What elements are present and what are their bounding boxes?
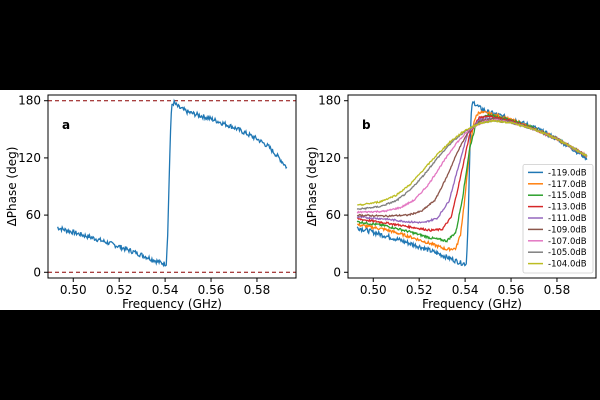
- panel-a: 0.50 0.52 0.54 0.56 0.58 0 60 120 180 a Frequen…: [5, 94, 297, 310]
- y-ticks: 0 60 120 180: [18, 94, 48, 279]
- x-axis-label: Frequency (GHz): [422, 297, 522, 310]
- y-tick-label: 0: [33, 265, 41, 279]
- x-ticks: 0.50 0.52 0.54 0.56 0.58: [360, 278, 570, 297]
- y-axis-label: ΔPhase (deg): [305, 147, 319, 227]
- plot-frame: [47, 94, 297, 279]
- panel-letter: a: [62, 118, 70, 132]
- figure-canvas: 0.50 0.52 0.54 0.56 0.58 0 60 120 180 a Frequen…: [5, 94, 597, 310]
- y-axis-label: ΔPhase (deg): [5, 147, 19, 227]
- panel-b: 0.50 0.52 0.54 0.56 0.58 0 60 120 180 b Frequen…: [305, 94, 597, 310]
- x-tick-label: 0.58: [244, 283, 271, 297]
- series-layer: [57, 98, 288, 268]
- x-tick-label: 0.58: [544, 283, 571, 297]
- legend-entry: -104.0dB: [548, 260, 587, 270]
- series-layer: [356, 100, 588, 267]
- legend-entry: -119.0dB: [548, 168, 587, 178]
- legend-entry: -115.0dB: [548, 191, 587, 201]
- legend-entry: -111.0dB: [548, 214, 587, 224]
- x-tick-label: 0.54: [152, 283, 179, 297]
- x-tick-label: 0.52: [106, 283, 133, 297]
- legend-box: [522, 164, 594, 274]
- x-tick-label: 0.54: [452, 283, 479, 297]
- y-tick-label: 180: [18, 94, 41, 108]
- legend-entry: -109.0dB: [548, 225, 587, 235]
- y-tick-label: 180: [318, 94, 341, 108]
- figure: 0.50 0.52 0.54 0.56 0.58 0 60 120 180 a Frequen…: [0, 90, 600, 310]
- plot-frame: [347, 94, 597, 279]
- panel-letter: b: [362, 118, 371, 132]
- legend-entry: -117.0dB: [548, 180, 587, 190]
- x-tick-label: 0.56: [198, 283, 225, 297]
- y-tick-label: 0: [333, 265, 341, 279]
- y-ticks: 0 60 120 180: [318, 94, 348, 279]
- legend: -119.0dB -117.0dB-115.0dB -113.0dB-111.0dB…: [522, 164, 594, 274]
- y-tick-label: 60: [326, 208, 341, 222]
- series-line: [57, 98, 288, 268]
- y-tick-label: 120: [18, 151, 41, 165]
- y-tick-label: 120: [318, 151, 341, 165]
- reference-lines: [48, 100, 296, 273]
- x-ticks: 0.50 0.52 0.54 0.56 0.58: [60, 278, 270, 297]
- x-tick-label: 0.50: [360, 283, 387, 297]
- x-tick-label: 0.56: [498, 283, 525, 297]
- series-line: [357, 119, 588, 207]
- legend-entry: -107.0dB: [548, 237, 587, 247]
- legend-entry: -113.0dB: [548, 203, 587, 213]
- x-tick-label: 0.50: [60, 283, 87, 297]
- legend-entry: -105.0dB: [548, 248, 587, 258]
- y-tick-label: 60: [26, 208, 41, 222]
- x-axis-label: Frequency (GHz): [122, 297, 222, 310]
- x-tick-label: 0.52: [406, 283, 433, 297]
